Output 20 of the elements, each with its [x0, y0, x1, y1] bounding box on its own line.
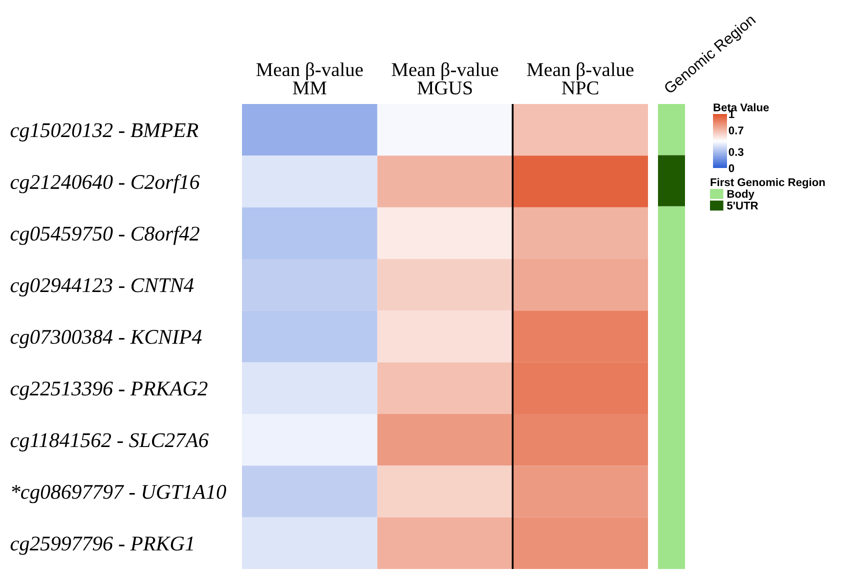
legend-label: 5'UTR [727, 202, 758, 210]
y-tick-label: cg11841562 - SLC27A6 [10, 433, 209, 452]
y-tick-label: cg25997796 - PRKG1 [10, 536, 193, 555]
y-tick-label: *cg08697797 - UGT1A10 [12, 484, 226, 504]
legend-label: Body [727, 190, 754, 200]
y-tick-label: cg07300384 - KCNIP4 [10, 330, 202, 348]
x-tick-label: Mean β-value MM [256, 62, 363, 94]
y-tick-label: cg21240640 - C2orf16 [10, 174, 200, 194]
y-tick-label: cg15020132 - BMPER [10, 123, 198, 142]
legend-title: First Genomic Region [710, 178, 825, 188]
y-tick-label: cg05459750 - C8orf42 [10, 226, 200, 245]
color-bar-label: 0 [728, 164, 734, 172]
x-tick-label: Mean β-value MGUS [392, 62, 498, 94]
color-bar-title: Beta Value [714, 103, 769, 112]
x-tick-label: Mean β-value NPC [527, 62, 634, 94]
y-tick-label: cg22513396 - PRKAG2 [10, 382, 208, 400]
y-tick-label: cg02944123 - CNTN4 [10, 278, 194, 296]
color-bar-label: 1 [729, 110, 734, 118]
color-bar-label: 0.3 [728, 148, 744, 156]
color-bar-label: 0.7 [728, 126, 744, 134]
